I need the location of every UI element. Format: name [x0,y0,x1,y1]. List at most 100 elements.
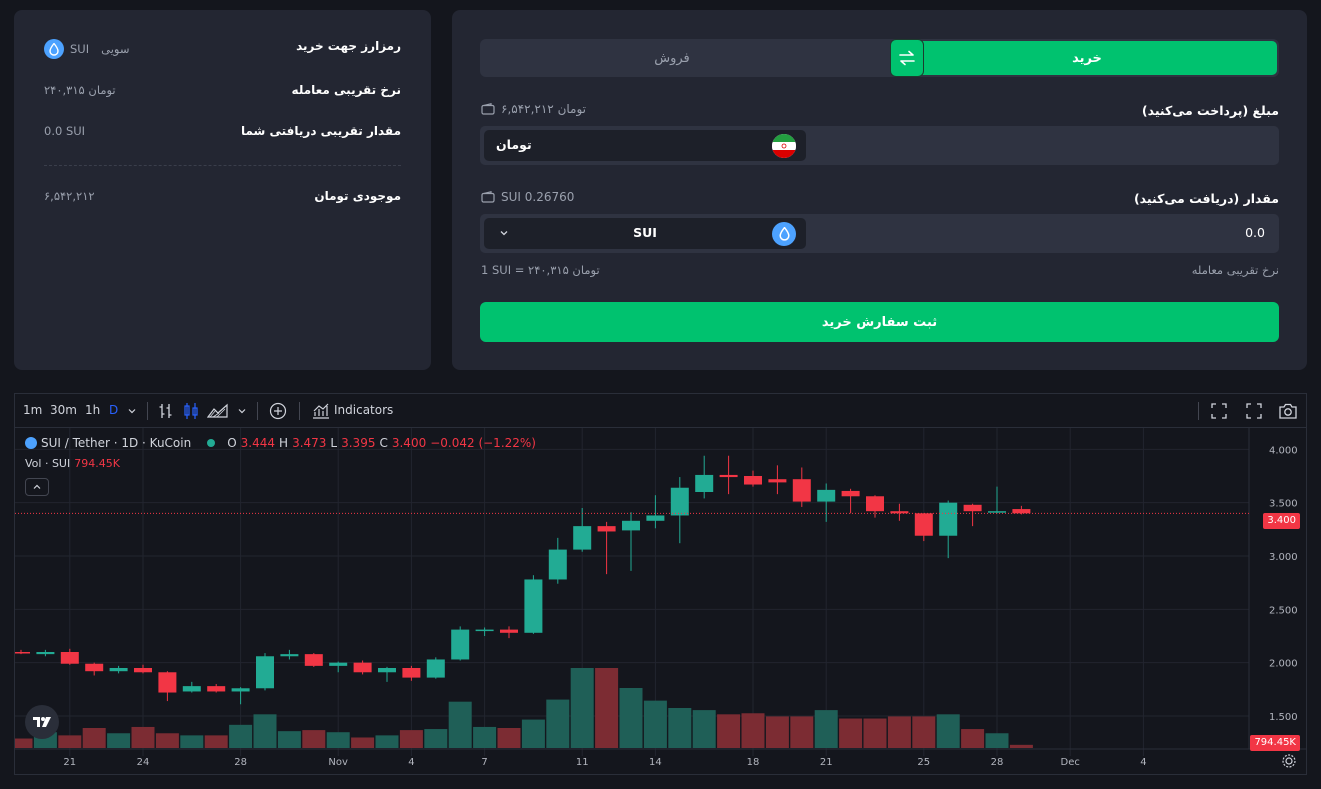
fullscreen-icon[interactable] [1211,403,1227,419]
indicators-icon[interactable] [312,402,330,420]
expand-icon[interactable] [1246,403,1262,419]
crypto-name: سویی [101,42,130,56]
candle-body [963,504,982,512]
x-tick-label: 7 [481,757,487,768]
open-value: 3.444 [240,436,276,450]
bar-chart-icon[interactable] [158,402,174,420]
candle-body [939,502,958,536]
receive-currency-name: SUI [633,225,657,240]
close-key: C [379,436,388,450]
iran-flag-icon [772,134,796,158]
trade-form-panel: فروش خرید مبلغ (پرداخت می‌کنید) ۶,۵۴۲,۲۱… [452,10,1307,370]
toolbar-separator [147,402,148,420]
x-tick-label: Dec [1061,757,1080,768]
x-tick-label: 28 [991,757,1004,768]
interval-1m[interactable]: 1m [23,403,43,417]
chevron-down-icon [500,231,508,236]
x-tick-label: 4 [408,757,414,768]
candle-body [329,662,348,666]
volume-bar [814,710,838,748]
candle-body [670,487,689,516]
x-tick-label: 24 [137,757,150,768]
submit-buy-order-button[interactable]: ثبت سفارش خرید [480,302,1279,342]
candle-body [890,511,909,514]
chart-toolbar: 1m 30m 1h D Indicators [15,394,1306,428]
chevron-down-icon[interactable] [237,406,247,416]
last-volume-tag: 794.45K [1250,735,1300,751]
sui-coin-icon [44,39,64,59]
volume-bar [180,735,204,748]
market-status-dot [207,439,216,447]
collapse-legend-button[interactable] [25,478,49,496]
candle-body [695,474,714,492]
chart-area[interactable]: 4.000 3.500 3.000 2.500 2.000 1.500 21 24 28 Nov 4… [15,428,1306,774]
pay-label: مبلغ (پرداخت می‌کنید) [1141,103,1279,118]
candle-body [719,474,738,478]
volume-bar [717,714,741,748]
candles-icon[interactable] [183,402,199,420]
volume-bar [643,700,667,748]
toolbar-separator [299,402,300,420]
volume-bar [131,726,155,748]
candle-body [256,656,274,689]
candle-body [500,629,518,633]
tradingview-logo[interactable] [25,705,59,739]
candle-body [792,479,811,502]
x-tick-label: Nov [328,757,348,768]
tab-buy[interactable]: خرید [897,41,1277,75]
volume-bar [961,729,985,748]
volume-bar [473,726,497,748]
volume-bar [326,732,350,748]
volume-bar [497,728,521,748]
interval-30m[interactable]: 30m [50,403,77,417]
area-chart-icon[interactable] [207,402,229,420]
tab-sell[interactable]: فروش [654,50,690,66]
low-value: 3.395 [341,436,376,450]
receive-currency-selector[interactable]: SUI [484,218,806,249]
close-value: 3.400 [391,436,427,450]
interval-1h[interactable]: 1h [85,403,101,417]
pay-currency-selector[interactable]: تومان [484,130,806,161]
chart-legend: SUI / Tether · 1D · KuCoin O 3.444 H 3.473… [25,436,536,450]
camera-icon[interactable] [1278,402,1298,420]
candle-body [451,629,470,660]
candle-body [768,479,787,483]
receive-value: 0.0 SUI [44,124,86,138]
x-tick-label: 18 [747,757,760,768]
volume-bar [277,731,301,748]
candle-body [475,629,494,632]
receive-balance: SUI 0.26760 [481,190,574,204]
candle-body [402,668,421,678]
swap-arrows-icon [899,50,915,66]
candle-body [914,513,933,536]
candle-body [841,490,860,497]
balance-row: موجودی تومان ۶,۵۴۲,۲۱۲ [44,189,401,209]
candlestick-chart[interactable]: 4.000 3.500 3.000 2.500 2.000 1.500 21 24 28 Nov 4… [15,428,1306,775]
interval-d[interactable]: D [109,403,119,417]
chevron-down-icon[interactable] [127,406,137,416]
indicators-button[interactable]: Indicators [334,403,394,417]
compare-add-icon[interactable] [269,402,287,420]
candle-body [15,652,30,654]
volume-bar [107,733,131,748]
volume-label: Vol · SUI [25,457,71,470]
pay-field: تومان [480,126,1279,165]
candle-body [85,663,104,672]
swap-button[interactable] [890,39,924,77]
volume-bar [253,714,277,748]
volume-bar [424,729,448,748]
divider [44,165,401,166]
volume-bar [399,730,423,748]
receive-amount-input[interactable]: 0.0 [1245,225,1265,240]
candle-body [60,652,79,664]
volume-bar [912,716,936,748]
y-tick-label: 3.000 [1269,552,1298,563]
volume-bar [302,730,326,748]
volume-bar [375,735,399,748]
settings-gear-icon[interactable] [1282,754,1296,768]
volume-bar [204,735,228,748]
open-key: O [227,436,237,450]
candle-body [207,686,226,692]
volume-bar [887,716,911,748]
balance-label: موجودی تومان [314,189,401,203]
